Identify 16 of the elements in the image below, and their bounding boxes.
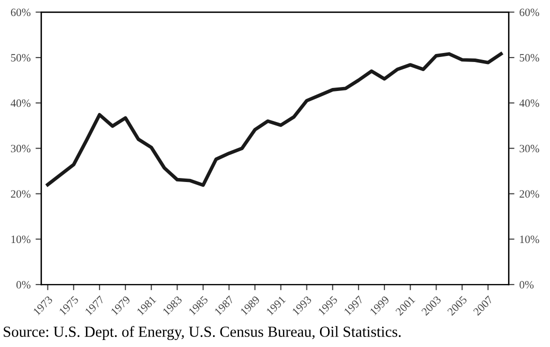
- y2-tick-label: 30%: [520, 144, 540, 152]
- y2-tick-label: 20%: [520, 190, 540, 198]
- line-series: [46, 52, 503, 187]
- y2-tick-label: 0%: [520, 281, 534, 289]
- y-tick-label: 40%: [10, 99, 30, 107]
- y-tick-label: 0%: [16, 281, 30, 289]
- y2-tick-label: 60%: [520, 8, 540, 16]
- y-tick-label: 20%: [10, 190, 30, 198]
- y-tick-label: 50%: [11, 54, 30, 62]
- y-tick-label: 10%: [11, 236, 30, 244]
- y2-tick-label: 40%: [519, 99, 540, 107]
- y2-tick-label: 50%: [520, 54, 540, 62]
- y2-tick-label: 10%: [520, 236, 540, 244]
- y-tick-label: 30%: [11, 144, 30, 152]
- source-note: Source: U.S. Dept. of Energy, U.S. Census Bureau, Oil Statistics.: [4, 326, 401, 340]
- y-tick-label: 60%: [10, 8, 30, 16]
